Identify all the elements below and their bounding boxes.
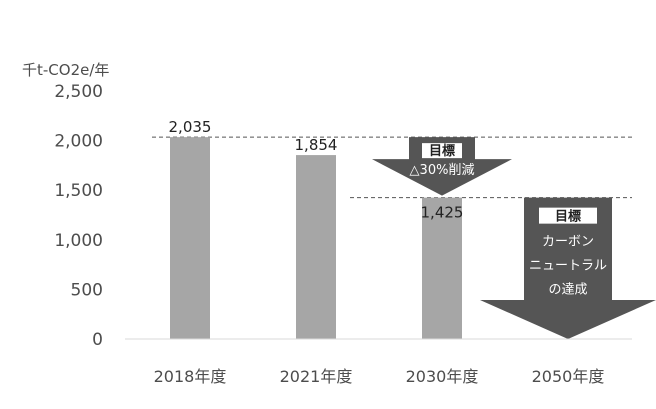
x-tick-label: 2021年度: [280, 367, 353, 386]
bar-2030年度: [422, 197, 462, 339]
y-tick-label: 1,000: [54, 231, 103, 251]
target-badge-2030: [422, 143, 462, 159]
y-tick-label: 2,000: [54, 132, 103, 152]
y-tick-label: 0: [92, 330, 103, 350]
target-text-2050-line: ニュートラル: [529, 259, 607, 274]
x-tick-label: 2030年度: [406, 367, 479, 386]
target-arrow-2050: [480, 197, 656, 339]
data-label: 1,854: [295, 136, 338, 154]
data-label: 1,425: [421, 204, 464, 222]
target-arrow-2030: [372, 137, 512, 196]
data-label: 2,035: [169, 118, 212, 136]
bars: [170, 137, 462, 339]
target-badge-2050: [539, 207, 597, 224]
y-axis-ticks: 0 500 1,000 1,500 2,000 2,500: [54, 82, 103, 350]
target-text-2050-line: の達成: [548, 283, 587, 298]
x-tick-label: 2018年度: [154, 367, 227, 386]
y-tick-label: 2,500: [54, 82, 103, 102]
bar-2018年度: [170, 137, 210, 339]
data-labels: 2,035 1,854 1,425: [169, 118, 464, 222]
target-text-2030: △30%削減: [410, 162, 475, 178]
target-badge-label: 目標: [555, 209, 581, 225]
x-tick-label: 2050年度: [532, 367, 605, 386]
y-tick-label: 1,500: [54, 181, 103, 201]
target-text-2050-line: カーボン: [542, 235, 594, 250]
x-axis-labels: 2018年度 2021年度 2030年度 2050年度: [154, 367, 605, 386]
y-axis-unit-label: 千t-CO2e/年: [22, 61, 109, 79]
target-badge-label: 目標: [429, 143, 455, 159]
bar-2021年度: [296, 155, 336, 339]
y-tick-label: 500: [71, 280, 103, 300]
